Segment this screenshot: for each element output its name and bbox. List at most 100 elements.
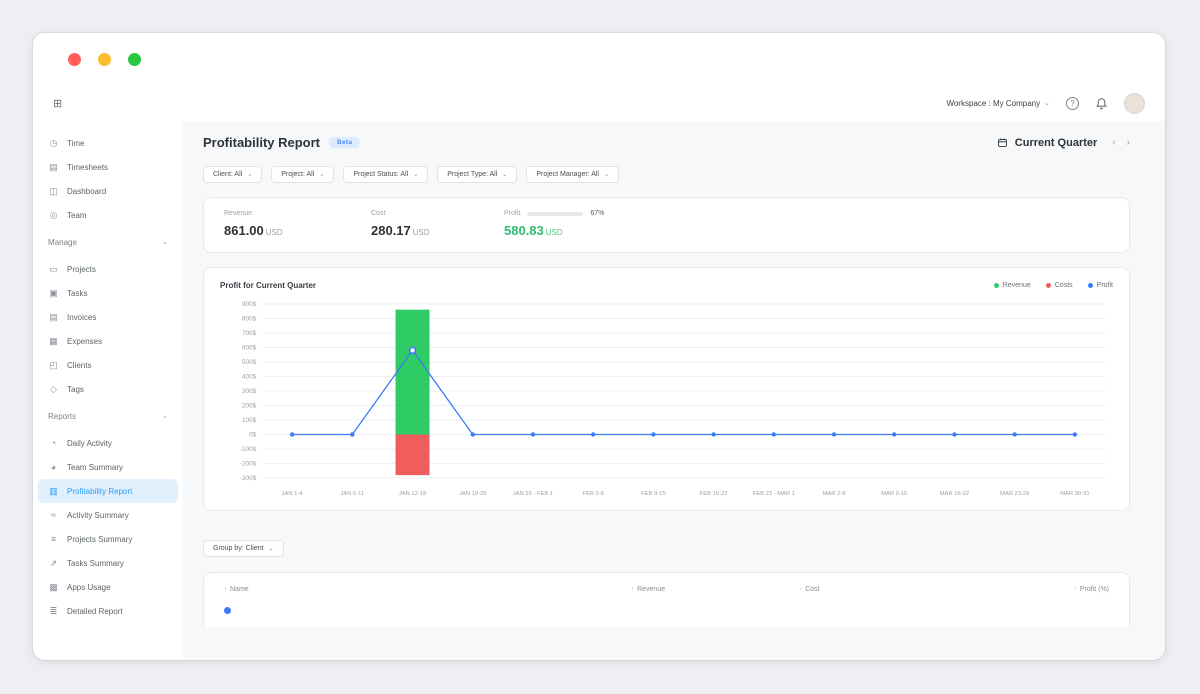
svg-text:500$: 500$: [242, 359, 257, 366]
sidebar-item-projects[interactable]: ▭ Projects: [38, 257, 178, 281]
sidebar-item-dashboard[interactable]: ◫ Dashboard: [38, 179, 178, 203]
filter-label: Project: All: [281, 171, 315, 178]
sidebar-item-tags[interactable]: ◇ Tags: [38, 377, 178, 401]
period-selector[interactable]: Current Quarter: [1014, 136, 1098, 149]
app-window: ⊞ Workspace : My Company ⌄ ? ◷ Time ▤ Time…: [33, 33, 1165, 660]
sidebar-item-clients[interactable]: ◰ Clients: [38, 353, 178, 377]
detailed-report-icon: ≣: [49, 605, 58, 616]
svg-text:JAN 26 - FEB 1: JAN 26 - FEB 1: [513, 491, 553, 497]
column-header-cost[interactable]: ↑ Cost: [799, 586, 820, 593]
legend-costs[interactable]: Costs: [1045, 282, 1073, 289]
legend-dot-blue: [1087, 283, 1093, 288]
close-window-button[interactable]: [68, 52, 81, 66]
calendar-icon: [997, 137, 1008, 148]
sidebar-item-expenses[interactable]: ▦ Expenses: [38, 329, 178, 353]
minimize-window-button[interactable]: [98, 52, 111, 66]
sidebar-item-label: Tags: [67, 384, 84, 394]
sidebar-item-profitability-report[interactable]: ▥ Profitability Report: [38, 479, 178, 503]
filter-project[interactable]: Project: All ⌄: [271, 166, 335, 183]
svg-text:0$: 0$: [249, 432, 257, 439]
chart-title: Profit for Current Quarter: [220, 281, 317, 290]
sidebar-item-tasks[interactable]: ▣ Tasks: [38, 281, 178, 305]
folder-icon: ▭: [49, 263, 58, 274]
team-summary-icon: ◕: [50, 462, 57, 472]
svg-text:FEB 16-22: FEB 16-22: [700, 491, 728, 497]
cost-value: 280.17 USD: [371, 223, 430, 238]
legend-revenue[interactable]: Revenue: [993, 282, 1031, 289]
legend-profit[interactable]: Profit: [1087, 282, 1113, 289]
chevron-down-icon: ⌄: [502, 172, 508, 178]
sidebar-item-activity-summary[interactable]: ≈ Activity Summary: [38, 503, 178, 527]
sidebar-item-timesheets[interactable]: ▤ Timesheets: [38, 155, 178, 179]
sidebar-section-reports[interactable]: Reports ⌄: [38, 404, 178, 428]
chevron-down-icon: ⌄: [1044, 100, 1050, 107]
filter-label: Project Status: All: [353, 171, 409, 178]
sidebar-nav: ◷ Time ▤ Timesheets ◫ Dashboard ◎ Team Manag…: [33, 121, 183, 660]
app-topbar: ⊞ Workspace : My Company ⌄ ?: [33, 85, 1165, 121]
next-period-button[interactable]: ›: [1126, 136, 1130, 148]
help-icon[interactable]: ?: [1066, 96, 1079, 110]
filter-project-manager[interactable]: Project Manager: All ⌄: [526, 166, 620, 183]
sidebar-item-label: Projects Summary: [67, 534, 133, 544]
sidebar-item-team-summary[interactable]: ◕ Team Summary: [38, 455, 178, 479]
profitability-icon: ▥: [49, 485, 58, 496]
daily-activity-icon: ◔: [50, 438, 57, 448]
svg-text:JAN 19-25: JAN 19-25: [459, 491, 486, 497]
summary-card: Revenue 861.00 USD Cost 280.17 USD Profit …: [203, 197, 1130, 253]
workspace-selector[interactable]: Workspace : My Company ⌄: [946, 99, 1050, 108]
chevron-down-icon: ⌄: [603, 172, 610, 178]
filter-project-type[interactable]: Project Type: All ⌄: [437, 166, 518, 183]
column-header-profit[interactable]: ↑ Profit (%): [1073, 586, 1109, 593]
sidebar-item-projects-summary[interactable]: ≡ Projects Summary: [38, 527, 178, 551]
svg-text:FEB 9-15: FEB 9-15: [641, 491, 666, 497]
filter-label: Client: All: [213, 171, 243, 178]
svg-text:MAR 16-22: MAR 16-22: [940, 491, 969, 497]
sidebar-item-time[interactable]: ◷ Time: [38, 131, 178, 155]
sidebar-item-label: Activity Summary: [67, 510, 129, 520]
sidebar-item-detailed-report[interactable]: ≣ Detailed Report: [38, 599, 178, 623]
sidebar-item-label: Clients: [67, 360, 92, 370]
tasks-icon: ▣: [49, 287, 58, 298]
currency-label: USD: [265, 228, 283, 237]
sidebar-item-label: Detailed Report: [67, 606, 123, 616]
sidebar-item-tasks-summary[interactable]: ⇗ Tasks Summary: [38, 551, 178, 575]
sidebar-item-invoices[interactable]: ▤ Invoices: [38, 305, 178, 329]
group-by-label: Group by: Client: [213, 545, 264, 552]
table-row: [224, 607, 1109, 614]
team-icon: ◎: [49, 209, 58, 220]
sidebar-item-label: Team: [67, 210, 87, 220]
sidebar-item-label: Projects: [67, 264, 96, 274]
sidebar-toggle-icon[interactable]: ⊞: [53, 97, 63, 110]
sidebar-item-label: Time: [67, 138, 85, 148]
filter-label: Project Manager: All: [536, 171, 599, 178]
user-avatar[interactable]: [1124, 92, 1145, 114]
svg-text:MAR 2-8: MAR 2-8: [823, 491, 846, 497]
group-by-selector[interactable]: Group by: Client ⌄: [203, 540, 284, 557]
sidebar-item-daily-activity[interactable]: ◔ Daily Activity: [38, 431, 178, 455]
svg-text:700$: 700$: [242, 330, 257, 337]
timesheet-icon: ▤: [49, 161, 58, 172]
window-titlebar: [33, 33, 1165, 85]
svg-text:JAN 12-18: JAN 12-18: [399, 491, 426, 497]
maximize-window-button[interactable]: [128, 52, 141, 66]
sidebar-item-label: Expenses: [67, 336, 103, 346]
clock-icon: ◷: [49, 137, 58, 148]
sidebar-section-manage[interactable]: Manage ⌄: [38, 230, 178, 254]
filter-client[interactable]: Client: All ⌄: [203, 166, 263, 183]
sort-icon: ↑: [631, 586, 635, 593]
sort-icon: ↑: [799, 586, 803, 593]
svg-text:600$: 600$: [242, 345, 257, 352]
column-header-revenue[interactable]: ↑ Revenue: [631, 586, 666, 593]
notifications-bell-icon[interactable]: [1095, 97, 1108, 110]
filter-bar: Client: All ⌄ Project: All ⌄ Project Statu…: [203, 166, 1130, 183]
previous-period-button[interactable]: ‹: [1112, 136, 1116, 148]
svg-text:-100$: -100$: [240, 446, 257, 453]
sidebar-item-team[interactable]: ◎ Team: [38, 203, 178, 227]
column-header-name[interactable]: ↑ Name: [224, 586, 249, 593]
sidebar-item-label: Team Summary: [67, 462, 124, 472]
filter-project-status[interactable]: Project Status: All ⌄: [343, 166, 429, 183]
currency-label: USD: [545, 228, 563, 237]
sidebar-item-apps-usage[interactable]: ▩ Apps Usage: [38, 575, 178, 599]
main-content: Profitability Report Beta Current Quarte…: [183, 121, 1165, 660]
svg-text:300$: 300$: [242, 388, 257, 395]
